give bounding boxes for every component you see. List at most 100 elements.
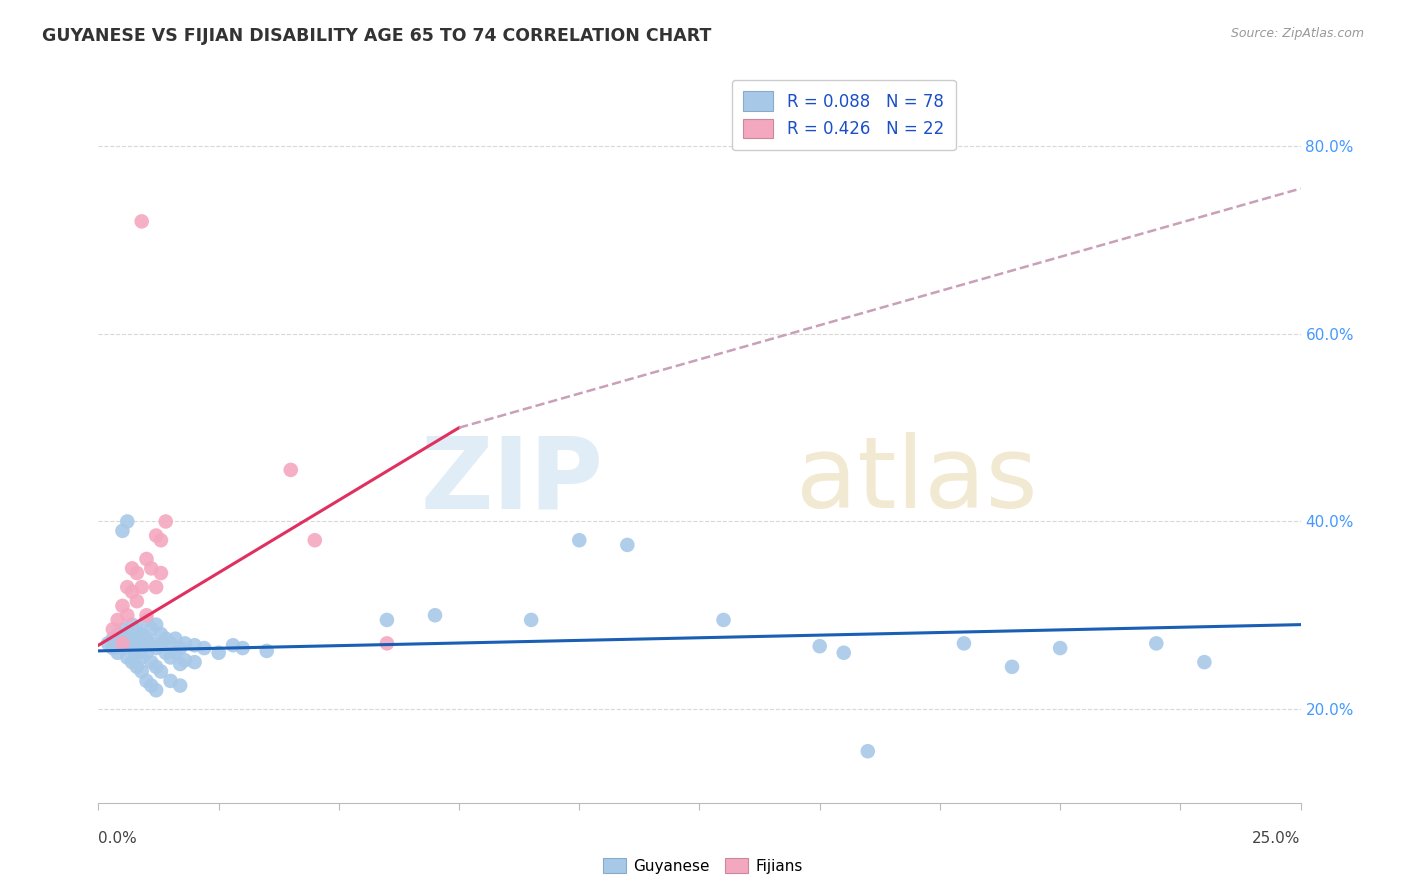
Point — [111, 524, 134, 538]
Point — [149, 627, 172, 641]
Point — [121, 641, 143, 656]
Point — [568, 533, 591, 548]
Text: atlas: atlas — [796, 433, 1038, 530]
Point — [616, 538, 638, 552]
Point — [159, 636, 181, 650]
Point — [1049, 641, 1071, 656]
Point — [111, 599, 134, 613]
Point — [111, 623, 134, 637]
Point — [149, 665, 172, 679]
Point — [169, 679, 191, 693]
Point — [125, 660, 148, 674]
Point — [174, 653, 197, 667]
Point — [520, 613, 543, 627]
Point — [145, 641, 167, 656]
Point — [145, 580, 167, 594]
Point — [145, 683, 167, 698]
Point — [1144, 636, 1167, 650]
Point — [141, 679, 163, 693]
Point — [125, 623, 148, 637]
Point — [135, 608, 157, 623]
Text: 25.0%: 25.0% — [1253, 831, 1301, 846]
Point — [131, 214, 153, 228]
Text: Source: ZipAtlas.com: Source: ZipAtlas.com — [1230, 27, 1364, 40]
Text: ZIP: ZIP — [420, 433, 603, 530]
Point — [149, 638, 172, 652]
Point — [193, 641, 215, 656]
Point — [131, 650, 153, 665]
Legend: Guyanese, Fijians: Guyanese, Fijians — [596, 852, 810, 880]
Point — [304, 533, 326, 548]
Point — [117, 636, 139, 650]
Point — [121, 584, 143, 599]
Text: 0.0%: 0.0% — [98, 831, 138, 846]
Point — [145, 528, 167, 542]
Point — [111, 636, 134, 650]
Text: GUYANESE VS FIJIAN DISABILITY AGE 65 TO 74 CORRELATION CHART: GUYANESE VS FIJIAN DISABILITY AGE 65 TO … — [42, 27, 711, 45]
Point — [117, 515, 139, 529]
Point — [145, 617, 167, 632]
Point — [101, 632, 124, 646]
Point — [232, 641, 254, 656]
Point — [713, 613, 735, 627]
Point — [131, 627, 153, 641]
Point — [121, 561, 143, 575]
Point — [149, 533, 172, 548]
Point — [145, 660, 167, 674]
Point — [159, 650, 181, 665]
Point — [135, 632, 157, 646]
Point — [159, 673, 181, 688]
Point — [174, 636, 197, 650]
Point — [423, 608, 446, 623]
Point — [183, 655, 205, 669]
Point — [832, 646, 855, 660]
Point — [107, 627, 129, 641]
Point — [107, 646, 129, 660]
Point — [1001, 660, 1024, 674]
Point — [155, 632, 177, 646]
Point — [208, 646, 231, 660]
Point — [149, 566, 172, 580]
Point — [125, 636, 148, 650]
Point — [135, 613, 157, 627]
Point — [183, 638, 205, 652]
Point — [101, 623, 124, 637]
Point — [1194, 655, 1216, 669]
Point — [375, 613, 398, 627]
Point — [953, 636, 976, 650]
Point — [121, 632, 143, 646]
Point — [131, 580, 153, 594]
Point — [135, 552, 157, 566]
Point — [107, 613, 129, 627]
Point — [141, 561, 163, 575]
Point — [107, 636, 129, 650]
Point — [155, 515, 177, 529]
Point — [117, 627, 139, 641]
Point — [125, 566, 148, 580]
Point — [856, 744, 879, 758]
Point — [169, 657, 191, 671]
Point — [169, 641, 191, 656]
Point — [125, 594, 148, 608]
Point — [165, 632, 187, 646]
Legend: R = 0.088   N = 78, R = 0.426   N = 22: R = 0.088 N = 78, R = 0.426 N = 22 — [731, 79, 956, 150]
Point — [111, 641, 134, 656]
Point — [131, 665, 153, 679]
Point — [135, 673, 157, 688]
Point — [222, 638, 245, 652]
Point — [280, 463, 302, 477]
Point — [125, 646, 148, 660]
Point — [256, 644, 278, 658]
Point — [141, 636, 163, 650]
Point — [111, 632, 134, 646]
Point — [121, 617, 143, 632]
Point — [117, 608, 139, 623]
Point — [121, 655, 143, 669]
Point — [165, 646, 187, 660]
Point — [141, 623, 163, 637]
Point — [101, 641, 124, 656]
Point — [131, 641, 153, 656]
Point — [375, 636, 398, 650]
Point — [141, 655, 163, 669]
Point — [155, 646, 177, 660]
